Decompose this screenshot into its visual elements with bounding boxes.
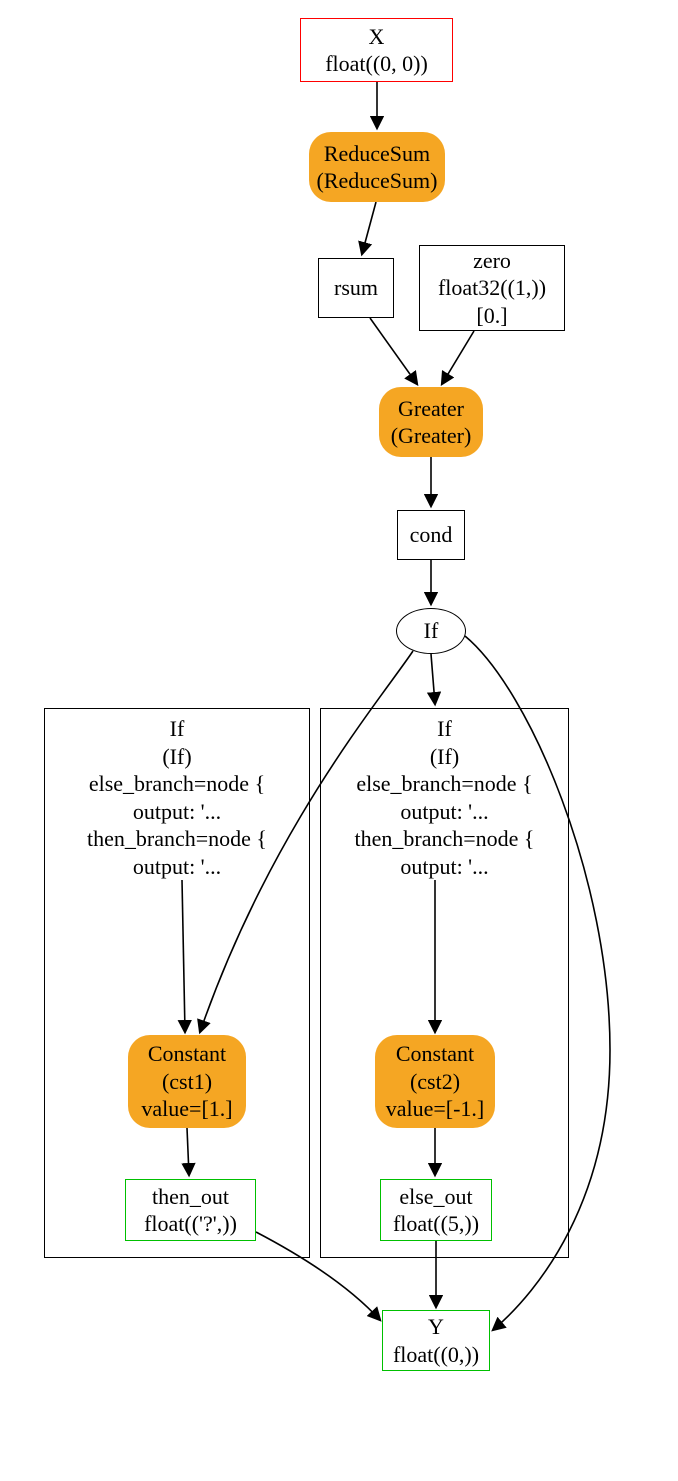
node-reducesum: ReduceSum (ReduceSum) [309,132,445,202]
node-reducesum-title: ReduceSum [324,140,430,168]
node-x-input: X float((0, 0)) [300,18,453,82]
node-y-output: Y float((0,)) [382,1310,490,1371]
node-constant-cst1: Constant (cst1) value=[1.] [128,1035,246,1128]
node-zero-l3: [0.] [476,302,507,330]
node-y-l2: float((0,)) [393,1341,479,1369]
node-if-label: If [424,617,439,645]
node-else-out-l2: float((5,)) [393,1210,479,1238]
node-constant-cst2: Constant (cst2) value=[-1.] [375,1035,495,1128]
node-zero-l2: float32((1,)) [438,274,546,302]
node-cst2-l3: value=[-1.] [386,1095,485,1123]
subgraph-line: (If) [321,743,568,771]
node-rsum-label: rsum [334,274,378,302]
subgraph-line: output: '... [45,853,309,881]
node-cst1-l2: (cst1) [162,1068,212,1096]
edge-rsum-to-Greater [370,318,417,384]
subgraph-line: If [45,715,309,743]
subgraph-line: (If) [45,743,309,771]
node-greater: Greater (Greater) [379,387,483,457]
edge-zero-to-Greater [442,331,474,384]
node-x-title: X [369,23,385,51]
subgraph-line: else_branch=node { [321,770,568,798]
node-reducesum-sub: (ReduceSum) [317,167,438,195]
node-then-out-l1: then_out [152,1183,229,1211]
edge-If-to-else-subgraph [431,654,435,704]
node-else-out-l1: else_out [399,1183,472,1211]
node-greater-title: Greater [398,395,464,423]
node-else-out: else_out float((5,)) [380,1179,492,1241]
node-cond: cond [397,510,465,560]
subgraph-line: then_branch=node { [321,825,568,853]
subgraph-line: If [321,715,568,743]
subgraph-line: output: '... [45,798,309,826]
subgraph-if-then-header: If(If)else_branch=node {output: '...then… [45,715,309,880]
node-rsum: rsum [318,258,394,318]
node-cst1-l1: Constant [148,1040,226,1068]
node-x-type: float((0, 0)) [325,50,428,78]
node-cond-label: cond [410,521,453,549]
node-if-ellipse: If [396,608,466,654]
node-cst2-l2: (cst2) [410,1068,460,1096]
subgraph-line: output: '... [321,853,568,881]
node-y-l1: Y [428,1313,444,1341]
node-zero-l1: zero [473,247,511,275]
node-cst1-l3: value=[1.] [141,1095,232,1123]
node-greater-sub: (Greater) [391,422,472,450]
node-cst2-l1: Constant [396,1040,474,1068]
node-zero-constant: zero float32((1,)) [0.] [419,245,565,331]
subgraph-line: then_branch=node { [45,825,309,853]
subgraph-line: output: '... [321,798,568,826]
subgraph-if-then: If(If)else_branch=node {output: '...then… [44,708,310,1258]
edge-ReduceSum-to-rsum [362,202,376,254]
subgraph-if-else: If(If)else_branch=node {output: '...then… [320,708,569,1258]
node-then-out: then_out float(('?',)) [125,1179,256,1241]
subgraph-if-else-header: If(If)else_branch=node {output: '...then… [321,715,568,880]
subgraph-line: else_branch=node { [45,770,309,798]
node-then-out-l2: float(('?',)) [144,1210,237,1238]
